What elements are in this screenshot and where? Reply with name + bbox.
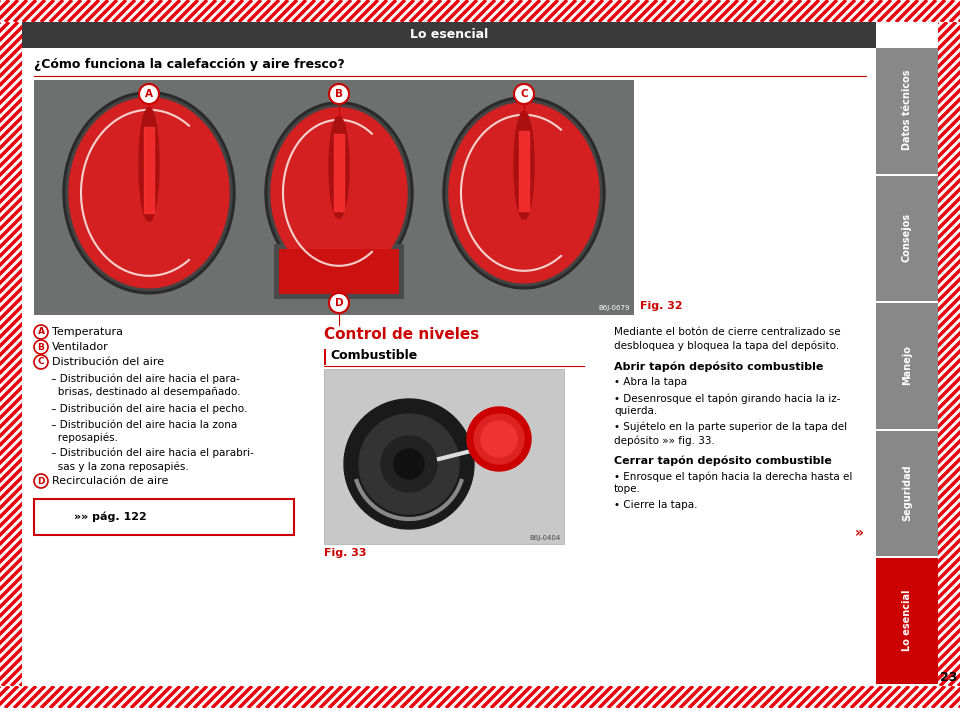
Text: D: D <box>335 298 344 308</box>
Text: »: » <box>855 526 864 540</box>
Circle shape <box>329 84 349 104</box>
Text: Ventilador: Ventilador <box>52 342 108 352</box>
Polygon shape <box>449 103 599 282</box>
Circle shape <box>34 355 48 369</box>
Bar <box>876 48 938 173</box>
Text: Manejo: Manejo <box>902 346 912 385</box>
Text: Consejos: Consejos <box>902 213 912 262</box>
Text: Lo esencial: Lo esencial <box>410 28 488 42</box>
Text: • Sujételo en la parte superior de la tapa del
depósito »» fig. 33.: • Sujételo en la parte superior de la ta… <box>614 422 847 446</box>
Circle shape <box>34 340 48 354</box>
Text: Recirculación de aire: Recirculación de aire <box>52 476 168 486</box>
Bar <box>0 686 960 708</box>
Text: ¿Cómo funciona la calefacción y aire fresco?: ¿Cómo funciona la calefacción y aire fre… <box>34 58 345 71</box>
Polygon shape <box>344 399 474 529</box>
Circle shape <box>34 325 48 339</box>
Bar <box>0 22 22 686</box>
Text: Control de niveles: Control de niveles <box>324 327 479 342</box>
Bar <box>876 176 938 301</box>
Polygon shape <box>66 95 232 291</box>
Text: D: D <box>37 476 45 486</box>
Circle shape <box>514 84 534 104</box>
Text: B: B <box>37 343 44 351</box>
Bar <box>938 22 960 686</box>
Text: Cerrar tapón depósito combustible: Cerrar tapón depósito combustible <box>614 455 831 465</box>
Bar <box>0 0 960 22</box>
Text: Lo esencial: Lo esencial <box>902 590 912 651</box>
Polygon shape <box>69 98 229 287</box>
Text: A: A <box>37 328 44 336</box>
Text: Datos técnicos: Datos técnicos <box>902 70 912 150</box>
Bar <box>34 80 634 315</box>
Text: – Distribución del aire hacia el pecho.: – Distribución del aire hacia el pecho. <box>48 404 248 414</box>
Text: A: A <box>145 89 153 99</box>
Text: Distribución del aire: Distribución del aire <box>52 357 164 367</box>
Polygon shape <box>443 97 605 289</box>
Bar <box>22 22 876 48</box>
Bar <box>34 499 294 535</box>
Polygon shape <box>63 92 235 294</box>
Circle shape <box>34 474 48 488</box>
Text: Abrir tapón depósito combustible: Abrir tapón depósito combustible <box>614 361 824 372</box>
Polygon shape <box>268 105 410 281</box>
Text: Combustible: Combustible <box>330 349 418 362</box>
Text: C: C <box>520 89 528 99</box>
Bar <box>938 22 960 686</box>
Polygon shape <box>481 421 517 457</box>
Bar <box>279 249 399 295</box>
Text: »» pág. 122: »» pág. 122 <box>74 512 147 523</box>
Polygon shape <box>474 414 524 464</box>
Bar <box>324 369 564 544</box>
Polygon shape <box>265 102 413 284</box>
Polygon shape <box>467 407 531 471</box>
Bar <box>876 559 938 684</box>
Polygon shape <box>359 414 459 514</box>
Text: 23: 23 <box>940 671 958 684</box>
Circle shape <box>329 293 349 313</box>
Text: • Abra la tapa: • Abra la tapa <box>614 377 687 387</box>
Text: Temperatura: Temperatura <box>52 327 123 337</box>
Bar <box>0 0 960 22</box>
Text: Mediante el botón de cierre centralizado se
desbloquea y bloquea la tapa del dep: Mediante el botón de cierre centralizado… <box>614 327 841 351</box>
Text: B6J-0404: B6J-0404 <box>530 535 561 541</box>
Text: C: C <box>37 358 44 367</box>
Bar <box>0 686 960 708</box>
Text: • Desenrosque el tapón girando hacia la iz-
quierda.: • Desenrosque el tapón girando hacia la … <box>614 393 841 416</box>
Polygon shape <box>329 117 349 218</box>
Text: • Enrosque el tapón hacia la derecha hasta el
tope.: • Enrosque el tapón hacia la derecha has… <box>614 471 852 494</box>
Text: – Distribución del aire hacia el parabri-
   sas y la zona reposapiés.: – Distribución del aire hacia el parabri… <box>48 448 253 472</box>
Bar <box>324 349 326 365</box>
Text: Seguridad: Seguridad <box>902 464 912 521</box>
Bar <box>274 244 404 299</box>
Text: B: B <box>335 89 343 99</box>
Text: – Distribución del aire hacia el para-
   brisas, destinado al desempañado.: – Distribución del aire hacia el para- b… <box>48 374 241 397</box>
Text: Fig. 33: Fig. 33 <box>324 548 367 558</box>
Bar <box>876 303 938 429</box>
Polygon shape <box>446 100 602 286</box>
Bar <box>876 430 938 556</box>
Polygon shape <box>394 449 424 479</box>
Text: Fig. 32: Fig. 32 <box>640 301 683 311</box>
Circle shape <box>139 84 159 104</box>
Polygon shape <box>514 112 534 219</box>
Polygon shape <box>381 436 437 492</box>
Text: • Cierre la tapa.: • Cierre la tapa. <box>614 500 698 510</box>
Bar <box>0 22 22 686</box>
Polygon shape <box>139 108 159 221</box>
Text: – Distribución del aire hacia la zona
   reposapiés.: – Distribución del aire hacia la zona re… <box>48 420 237 443</box>
Text: B6J-0679: B6J-0679 <box>598 305 630 311</box>
Polygon shape <box>271 108 407 278</box>
